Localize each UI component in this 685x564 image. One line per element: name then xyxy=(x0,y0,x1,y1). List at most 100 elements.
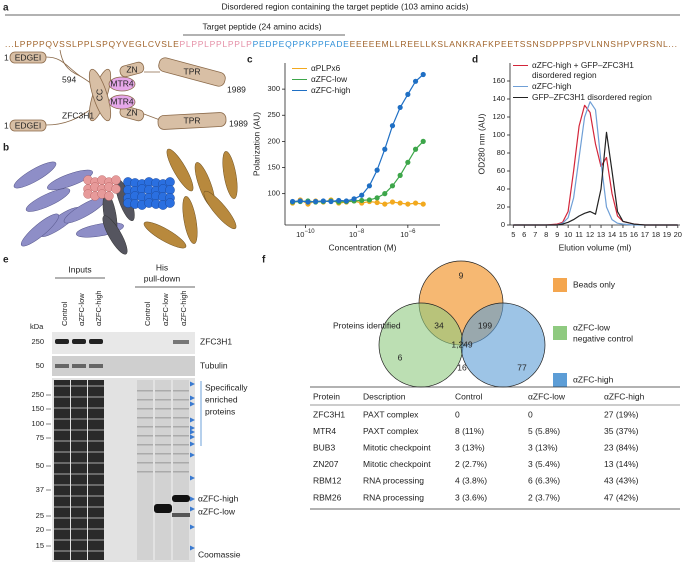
legend: αZFC-high + GFP–ZFC3H1 disordered region… xyxy=(513,60,653,103)
band xyxy=(71,506,87,508)
tick-base: 10 xyxy=(400,230,408,239)
venn-count: 34 xyxy=(434,320,444,330)
venn-count: 16 xyxy=(457,362,467,372)
y-tick-label: 60 xyxy=(497,166,505,175)
table-cell: 47 (42%) xyxy=(604,492,639,502)
band xyxy=(88,528,104,530)
x-tick-label: 19 xyxy=(663,230,671,239)
table-cell: 3 (3.6%) xyxy=(455,492,487,502)
enriched-marker xyxy=(190,545,195,551)
band xyxy=(173,408,189,410)
lane-label: Control xyxy=(60,301,69,326)
band xyxy=(173,453,189,455)
x-tick-label: 7 xyxy=(533,230,537,239)
y-tick-label: 300 xyxy=(267,84,280,93)
table-cell: 2 (3.7%) xyxy=(528,492,560,502)
band xyxy=(155,417,171,419)
table-cell: RNA processing xyxy=(363,492,424,502)
table-cell: 5 (5.8%) xyxy=(528,426,560,436)
lane-label: αZFC-high xyxy=(179,290,188,326)
y-tick-label: 40 xyxy=(497,184,505,193)
mw-marker: 25 xyxy=(36,511,44,520)
legend-entry: αZFC-high + GFP–ZFC3H1 disordered region xyxy=(513,60,653,80)
band xyxy=(54,440,70,442)
lane-label: αZFC-low xyxy=(161,293,170,326)
data-point xyxy=(366,183,373,189)
legend-entry: αPLPx6 xyxy=(292,63,412,73)
table-cell: 0 xyxy=(528,409,533,419)
x-tick-label: 17 xyxy=(641,230,649,239)
lane xyxy=(71,380,87,560)
helix xyxy=(166,148,194,192)
mtr4 xyxy=(108,94,136,110)
band xyxy=(173,462,189,464)
band xyxy=(172,513,190,517)
sequence-segment: EEEEEMLLREELLKSLANKRAFKPEETSSNSDPPPSPVLN… xyxy=(350,39,677,49)
legend-label: αZFC-high + GFP–ZFC3H1 disordered region xyxy=(532,60,634,80)
legend-swatch xyxy=(292,79,307,80)
band xyxy=(71,407,87,409)
x-tick-label: 10−8 xyxy=(349,229,365,239)
band xyxy=(54,385,70,387)
data-point xyxy=(297,198,303,204)
data-point xyxy=(389,123,396,129)
band xyxy=(54,517,70,519)
enriched-label: proteins xyxy=(205,406,235,416)
helix xyxy=(222,151,238,199)
zn-label: ZN xyxy=(126,107,137,117)
x-tick-label: 15 xyxy=(619,230,627,239)
atom xyxy=(111,184,121,194)
y-axis-label: Polarization (AU) xyxy=(251,112,261,176)
band xyxy=(88,495,104,497)
band xyxy=(173,471,189,473)
data-point xyxy=(412,146,419,152)
band xyxy=(173,399,189,401)
band xyxy=(71,495,87,497)
blot-label: Tubulin xyxy=(200,360,228,370)
panel-label: a xyxy=(3,3,9,14)
y-tick-label: 0 xyxy=(501,220,505,229)
mw-marker: 250 xyxy=(31,390,44,399)
enriched-marker xyxy=(190,441,195,447)
mw-marker: 50 xyxy=(36,361,44,370)
legend-label: Beads only xyxy=(573,279,616,289)
enriched-marker xyxy=(190,429,195,435)
legend-swatch xyxy=(292,90,307,91)
x-tick-label: 10 xyxy=(564,230,572,239)
band xyxy=(155,426,171,428)
data-point xyxy=(336,197,342,204)
helix xyxy=(182,196,198,244)
data-point xyxy=(397,104,403,111)
venn-count: 9 xyxy=(459,270,464,280)
atom xyxy=(165,198,175,208)
data-point xyxy=(420,138,426,144)
y-tick-label: 120 xyxy=(492,112,505,121)
legend-swatch xyxy=(292,68,307,69)
connector xyxy=(59,49,81,77)
data-point xyxy=(397,200,403,206)
blot xyxy=(52,332,195,354)
data-point xyxy=(382,191,388,197)
residue: 594 xyxy=(62,74,76,84)
band-label: αZFC-high xyxy=(198,493,239,503)
y-tick-label: 140 xyxy=(492,94,505,103)
legend-entry: αZFC-high xyxy=(292,85,412,95)
y-tick-label: 100 xyxy=(492,130,505,139)
y-axis-label: OD280 nm (AU) xyxy=(476,113,486,174)
residue: 1989 xyxy=(229,118,248,128)
y-tick-label: 200 xyxy=(267,136,280,145)
helix xyxy=(102,215,128,255)
legend-entry: αZFC-high xyxy=(513,81,653,91)
unit: kDa xyxy=(30,322,44,331)
band xyxy=(88,451,104,453)
band xyxy=(54,484,70,486)
panel-label: e xyxy=(3,255,9,266)
data-point xyxy=(405,91,411,97)
mw-marker: 20 xyxy=(36,525,44,534)
table-header: αZFC-high xyxy=(604,391,645,401)
band xyxy=(54,396,70,398)
band xyxy=(71,418,87,420)
legend-swatch xyxy=(513,97,528,98)
zn-box xyxy=(119,105,145,122)
